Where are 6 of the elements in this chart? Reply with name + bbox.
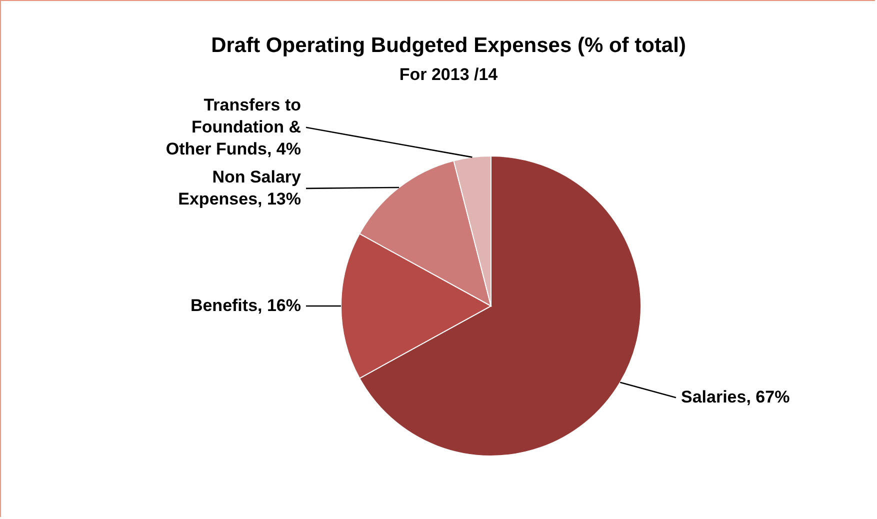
- slice-label: Non Salary Expenses, 13%: [178, 167, 302, 208]
- slice-label: Transfers to Foundation & Other Funds, 4%: [166, 95, 301, 158]
- chart-subtitle: For 2013 /14: [399, 65, 498, 84]
- chart-title: Draft Operating Budgeted Expenses (% of total): [211, 34, 686, 57]
- slice-label: Benefits, 16%: [190, 296, 301, 315]
- slice-label: Salaries, 67%: [681, 388, 790, 407]
